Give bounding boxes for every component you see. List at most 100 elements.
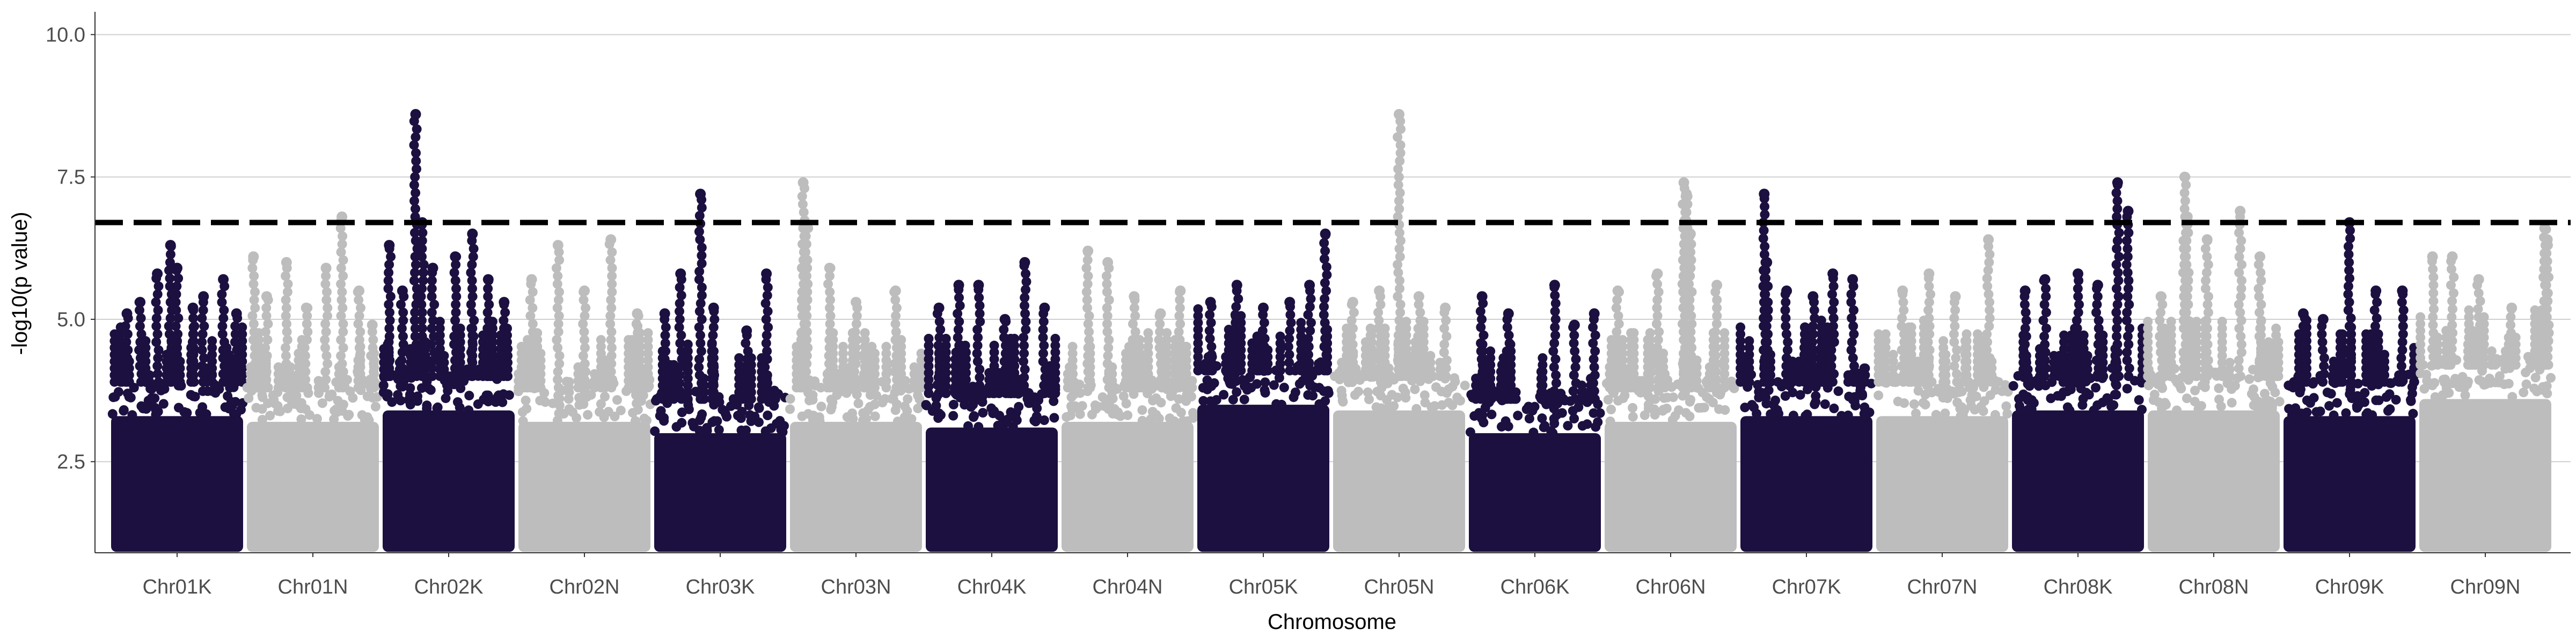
data-point <box>385 371 395 382</box>
data-point <box>2227 398 2237 408</box>
data-point <box>214 384 224 394</box>
data-point <box>231 377 241 387</box>
data-point <box>1188 408 1198 418</box>
data-point <box>2430 392 2440 402</box>
data-point <box>1104 383 1114 393</box>
data-point <box>1465 427 1475 437</box>
data-point <box>734 380 744 391</box>
peak-point <box>797 177 809 188</box>
data-point <box>109 343 120 353</box>
chromosome-Chr01N <box>242 211 383 552</box>
data-point <box>801 231 811 241</box>
data-point <box>207 349 217 360</box>
data-point <box>802 335 812 345</box>
data-point <box>908 383 918 393</box>
data-point <box>553 391 563 401</box>
data-point <box>1050 361 1060 371</box>
data-point <box>2191 323 2201 333</box>
data-point <box>120 321 130 331</box>
data-point <box>1030 416 1041 427</box>
data-point <box>499 323 509 333</box>
data-point <box>173 313 184 323</box>
data-point <box>283 279 293 289</box>
data-point <box>633 327 643 337</box>
data-point <box>320 343 330 353</box>
data-point <box>426 385 436 395</box>
data-point <box>1050 347 1060 357</box>
data-point <box>338 271 348 281</box>
data-point <box>589 376 599 386</box>
data-point <box>675 314 685 324</box>
data-point <box>581 303 591 313</box>
data-point <box>1460 380 1470 391</box>
data-point <box>989 340 999 350</box>
data-point <box>954 340 964 350</box>
data-point <box>109 370 120 380</box>
data-point <box>467 291 478 302</box>
data-point <box>109 363 120 374</box>
data-point <box>934 332 945 342</box>
data-point <box>482 323 493 333</box>
data-point <box>109 377 120 387</box>
data-point <box>464 405 474 415</box>
data-point <box>516 348 526 358</box>
data-point <box>762 346 772 356</box>
data-point <box>892 375 902 385</box>
data-point <box>354 335 364 345</box>
data-point <box>554 400 565 411</box>
data-point <box>802 255 813 265</box>
data-point <box>2224 357 2235 368</box>
data-point <box>924 388 934 398</box>
data-point <box>417 236 427 246</box>
data-point <box>859 369 869 379</box>
data-point <box>578 319 588 329</box>
data-point <box>493 391 503 401</box>
data-point <box>1348 371 1358 382</box>
data-point <box>429 299 440 310</box>
data-point <box>2143 317 2153 327</box>
data-point <box>2311 407 2322 417</box>
data-point <box>1137 415 1147 426</box>
data-point <box>675 370 684 380</box>
data-point <box>2298 321 2308 331</box>
data-point <box>499 371 509 382</box>
data-point <box>554 311 564 321</box>
data-point <box>1232 326 1242 336</box>
data-point <box>891 327 901 337</box>
dense-points-band <box>111 416 243 552</box>
chromosome-Chr02N <box>514 234 655 552</box>
data-point <box>1773 377 1783 387</box>
data-point <box>435 323 445 333</box>
data-point <box>230 337 240 347</box>
data-point <box>694 266 705 276</box>
data-point <box>924 354 934 364</box>
data-point <box>525 383 536 393</box>
data-point <box>2023 405 2033 414</box>
data-point <box>110 392 120 402</box>
data-point <box>881 348 891 358</box>
data-point <box>760 298 771 309</box>
data-point <box>1857 389 1867 399</box>
data-point <box>853 398 863 408</box>
data-point <box>2214 394 2224 405</box>
data-point <box>2021 355 2031 365</box>
data-point <box>528 327 538 337</box>
data-point <box>528 287 538 297</box>
data-point <box>2398 305 2409 315</box>
data-point <box>1075 409 1085 419</box>
data-point <box>135 361 145 371</box>
data-point <box>999 325 1009 335</box>
data-point <box>554 287 564 297</box>
data-point <box>2200 244 2211 254</box>
data-point <box>153 353 163 363</box>
data-point <box>741 394 751 404</box>
data-point <box>417 347 427 357</box>
data-point <box>411 188 421 198</box>
data-point <box>449 339 459 349</box>
data-point <box>1899 398 1909 408</box>
data-point <box>1032 403 1042 413</box>
data-point <box>451 347 461 357</box>
peak-point <box>2427 251 2438 262</box>
data-point <box>953 356 963 367</box>
data-point <box>1001 388 1011 398</box>
